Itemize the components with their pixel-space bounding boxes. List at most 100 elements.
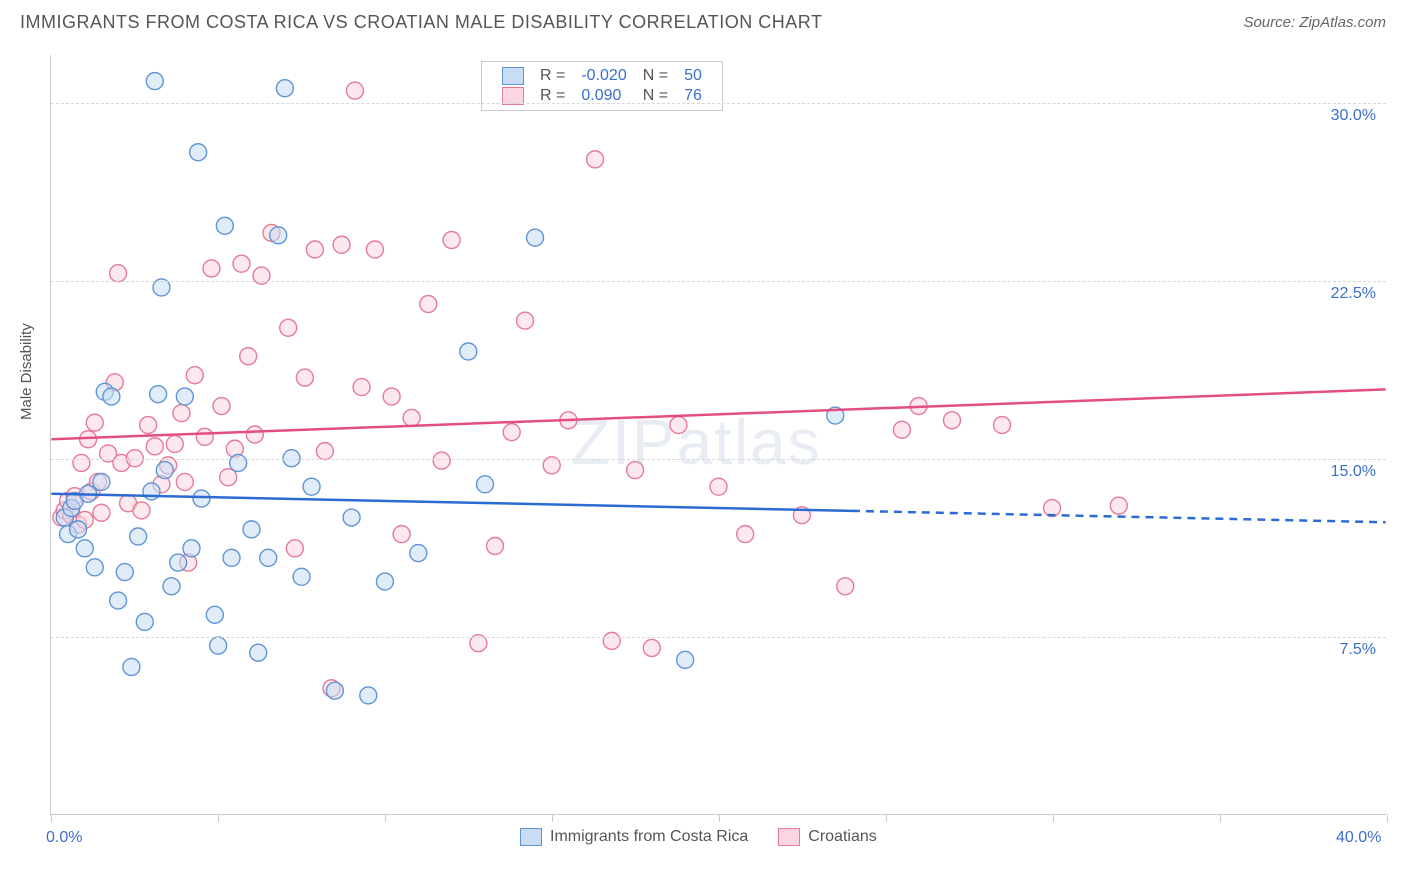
source-label: Source: ZipAtlas.com xyxy=(1243,14,1386,31)
data-point xyxy=(70,521,87,538)
data-point xyxy=(433,452,450,469)
data-point xyxy=(146,73,163,90)
trend-line xyxy=(51,494,852,511)
trend-line xyxy=(51,389,1385,439)
data-point xyxy=(193,490,210,507)
x-tick xyxy=(886,814,887,822)
data-point xyxy=(173,405,190,422)
x-tick xyxy=(51,814,52,822)
data-point xyxy=(477,476,494,493)
data-point xyxy=(316,443,333,460)
gridline xyxy=(51,103,1386,104)
swatch-a-icon xyxy=(502,67,524,85)
x-tick xyxy=(218,814,219,822)
plot-svg xyxy=(51,55,1386,814)
data-point xyxy=(136,613,153,630)
legend-entry-b: Croatians xyxy=(778,828,876,846)
data-point xyxy=(410,545,427,562)
x-tick xyxy=(1053,814,1054,822)
data-point xyxy=(196,428,213,445)
data-point xyxy=(213,398,230,415)
data-point xyxy=(110,592,127,609)
data-point xyxy=(587,151,604,168)
data-point xyxy=(103,388,120,405)
legend-series: Immigrants from Costa Rica Croatians xyxy=(520,828,877,846)
x-tick xyxy=(1220,814,1221,822)
data-point xyxy=(230,454,247,471)
data-point xyxy=(366,241,383,258)
n-label: N = xyxy=(643,67,668,84)
swatch-a-icon xyxy=(520,828,542,846)
data-point xyxy=(76,540,93,557)
data-point xyxy=(627,462,644,479)
data-point xyxy=(737,526,754,543)
data-point xyxy=(677,651,694,668)
data-point xyxy=(353,379,370,396)
data-point xyxy=(643,639,660,656)
data-point xyxy=(270,227,287,244)
data-point xyxy=(487,537,504,554)
data-point xyxy=(146,438,163,455)
data-point xyxy=(517,312,534,329)
x-tick xyxy=(1387,814,1388,822)
data-point xyxy=(403,409,420,426)
chart-plot-area: ZIPatlas R = -0.020 N = 50 R = 0.090 N =… xyxy=(50,55,1386,815)
data-point xyxy=(286,540,303,557)
data-point xyxy=(163,578,180,595)
data-point xyxy=(210,637,227,654)
data-point xyxy=(183,540,200,557)
data-point xyxy=(246,426,263,443)
data-point xyxy=(186,367,203,384)
data-point xyxy=(443,232,460,249)
data-point xyxy=(343,509,360,526)
data-point xyxy=(346,82,363,99)
data-point xyxy=(206,606,223,623)
chart-title: IMMIGRANTS FROM COSTA RICA VS CROATIAN M… xyxy=(20,12,822,33)
data-point xyxy=(190,144,207,161)
data-point xyxy=(156,462,173,479)
x-tick-label: 0.0% xyxy=(46,829,82,847)
data-point xyxy=(944,412,961,429)
data-point xyxy=(276,80,293,97)
x-tick-label: 40.0% xyxy=(1336,829,1381,847)
x-tick xyxy=(719,814,720,822)
data-point xyxy=(243,521,260,538)
n-value: 50 xyxy=(684,67,702,84)
data-point xyxy=(893,421,910,438)
data-point xyxy=(383,388,400,405)
data-point xyxy=(176,473,193,490)
swatch-b-icon xyxy=(778,828,800,846)
x-tick xyxy=(385,814,386,822)
data-point xyxy=(670,417,687,434)
data-point xyxy=(293,568,310,585)
data-point xyxy=(296,369,313,386)
data-point xyxy=(603,632,620,649)
legend-stats-row: R = -0.020 N = 50 xyxy=(494,66,710,86)
data-point xyxy=(280,319,297,336)
data-point xyxy=(216,217,233,234)
data-point xyxy=(130,528,147,545)
data-point xyxy=(994,417,1011,434)
x-tick xyxy=(552,814,553,822)
data-point xyxy=(837,578,854,595)
data-point xyxy=(110,265,127,282)
gridline xyxy=(51,281,1386,282)
y-tick-label: 22.5% xyxy=(1331,285,1376,303)
data-point xyxy=(260,549,277,566)
legend-entry-a: Immigrants from Costa Rica xyxy=(520,828,748,846)
data-point xyxy=(116,564,133,581)
data-point xyxy=(250,644,267,661)
y-axis-label: Male Disability xyxy=(18,323,35,420)
legend-label-b: Croatians xyxy=(808,828,876,846)
data-point xyxy=(93,504,110,521)
r-label: R = xyxy=(540,67,565,84)
data-point xyxy=(503,424,520,441)
data-point xyxy=(376,573,393,590)
data-point xyxy=(176,388,193,405)
data-point xyxy=(93,473,110,490)
data-point xyxy=(223,549,240,566)
data-point xyxy=(240,348,257,365)
r-value: -0.020 xyxy=(581,67,626,84)
data-point xyxy=(360,687,377,704)
gridline xyxy=(51,637,1386,638)
